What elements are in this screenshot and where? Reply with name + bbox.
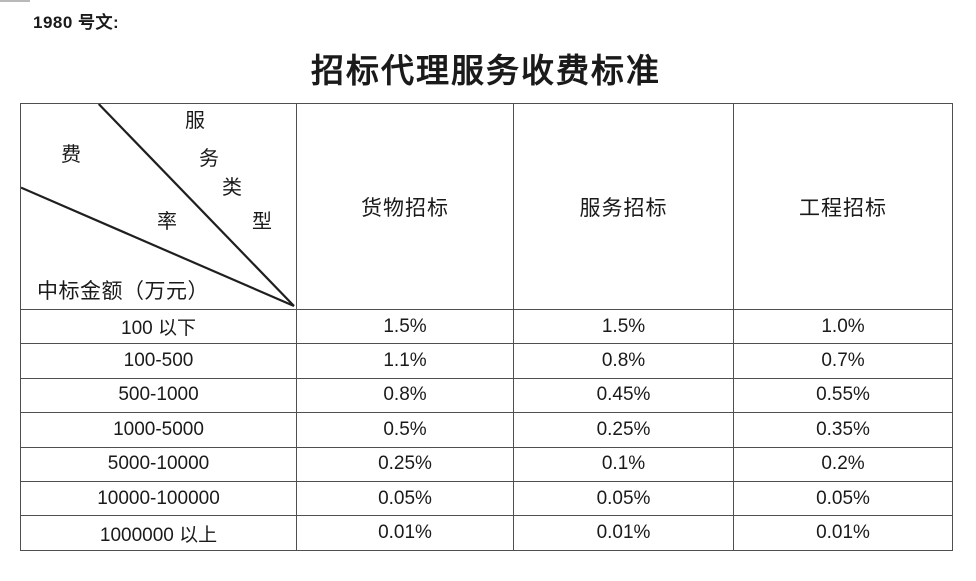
- works-rate-cell: 0.35%: [733, 412, 953, 448]
- goods-rate-cell: 0.8%: [296, 377, 514, 414]
- amount-range-cell: 1000000 以上: [20, 515, 297, 551]
- table-row: 1000000 以上 0.01% 0.01% 0.01%: [20, 515, 953, 551]
- corner-axis-char-service-type-1: 服: [185, 110, 205, 132]
- table-row: 5000-10000 0.25% 0.1% 0.2%: [20, 446, 953, 482]
- works-rate-cell: 0.05%: [733, 480, 953, 517]
- table-header-row: 服 务 类 型 费 率 中标金额（万元） 货物招标 服务招标 工程招标: [20, 103, 953, 310]
- amount-range-cell: 100-500: [20, 343, 297, 379]
- goods-rate-cell: 0.05%: [296, 480, 514, 517]
- service-rate-cell: 0.1%: [513, 446, 734, 482]
- diagonal-divider-lines: [21, 104, 295, 308]
- service-rate-cell: 0.05%: [513, 480, 734, 517]
- goods-rate-cell: 0.01%: [296, 515, 514, 551]
- table-row: 100-500 1.1% 0.8% 0.7%: [20, 343, 953, 379]
- amount-range-cell: 100 以下: [20, 308, 297, 345]
- corner-axis-char-service-type-4: 型: [252, 211, 272, 233]
- service-rate-cell: 0.8%: [513, 343, 734, 379]
- works-rate-cell: 0.7%: [733, 343, 953, 379]
- service-rate-cell: 1.5%: [513, 308, 734, 345]
- table-row: 100 以下 1.5% 1.5% 1.0%: [20, 308, 953, 345]
- goods-rate-cell: 0.25%: [296, 446, 514, 482]
- works-rate-cell: 0.01%: [733, 515, 953, 551]
- fee-rate-table: 服 务 类 型 费 率 中标金额（万元） 货物招标 服务招标 工程招标 100 …: [20, 103, 953, 551]
- corner-axis-char-rate-2: 率: [157, 211, 177, 233]
- goods-rate-cell: 0.5%: [296, 412, 514, 448]
- col-header-goods-bidding: 货物招标: [296, 103, 514, 310]
- corner-axis-char-service-type-3: 类: [222, 177, 242, 199]
- service-rate-cell: 0.25%: [513, 412, 734, 448]
- amount-range-cell: 5000-10000: [20, 446, 297, 482]
- corner-axis-char-rate-1: 费: [61, 144, 81, 166]
- works-rate-cell: 0.55%: [733, 377, 953, 414]
- table-row: 10000-100000 0.05% 0.05% 0.05%: [20, 480, 953, 517]
- screen-edge-artifact: [0, 0, 30, 2]
- amount-range-cell: 500-1000: [20, 377, 297, 414]
- page-title: 招标代理服务收费标准: [311, 54, 661, 90]
- goods-rate-cell: 1.5%: [296, 308, 514, 345]
- document-ref-label: 1980 号文:: [33, 13, 120, 32]
- amount-range-cell: 10000-100000: [20, 480, 297, 517]
- goods-rate-cell: 1.1%: [296, 343, 514, 379]
- col-header-works-bidding: 工程招标: [733, 103, 953, 310]
- diagonal-corner-cell: 服 务 类 型 费 率 中标金额（万元）: [20, 103, 297, 310]
- works-rate-cell: 1.0%: [733, 308, 953, 345]
- table-row: 1000-5000 0.5% 0.25% 0.35%: [20, 412, 953, 448]
- col-header-service-bidding: 服务招标: [513, 103, 734, 310]
- corner-row-axis-label: 中标金额（万元）: [37, 279, 209, 303]
- service-rate-cell: 0.45%: [513, 377, 734, 414]
- table-row: 500-1000 0.8% 0.45% 0.55%: [20, 377, 953, 414]
- service-rate-cell: 0.01%: [513, 515, 734, 551]
- works-rate-cell: 0.2%: [733, 446, 953, 482]
- corner-axis-char-service-type-2: 务: [199, 148, 219, 170]
- amount-range-cell: 1000-5000: [20, 412, 297, 448]
